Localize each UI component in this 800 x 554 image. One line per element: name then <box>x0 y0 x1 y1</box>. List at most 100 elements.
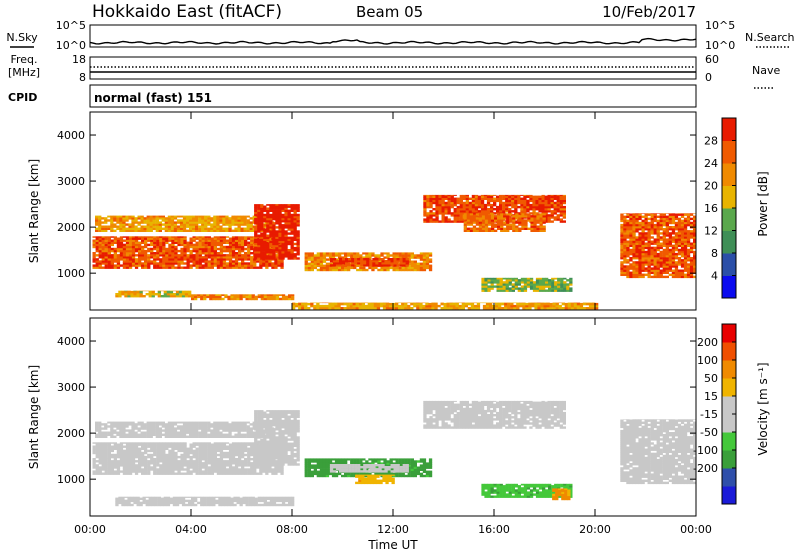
power-cell <box>431 307 435 310</box>
power-cell <box>225 256 230 259</box>
power-cell <box>122 236 127 238</box>
power-cell <box>635 244 639 247</box>
power-cell <box>494 219 498 222</box>
power-cell <box>374 256 378 259</box>
power-cell <box>527 227 531 230</box>
velocity-cell <box>113 460 117 463</box>
power-cell <box>638 240 642 243</box>
power-cell <box>435 199 439 203</box>
power-cell <box>189 243 193 247</box>
power-cell <box>95 254 99 257</box>
nave-tick-bottom: 0 <box>705 71 712 84</box>
power-cell <box>426 220 430 223</box>
power-cell <box>540 302 544 304</box>
power-cell <box>647 271 651 274</box>
power-cell <box>253 264 257 267</box>
power-cell <box>268 260 272 263</box>
power-cell <box>496 199 500 203</box>
power-cell <box>364 302 368 304</box>
velocity-cell <box>213 449 217 453</box>
power-cell <box>401 254 405 257</box>
power-cell <box>287 253 291 256</box>
power-cell <box>629 234 633 237</box>
power-cell <box>491 229 495 232</box>
power-cell <box>265 264 269 267</box>
power-cell <box>254 255 258 258</box>
power-cell <box>378 262 382 265</box>
power-cell <box>521 215 525 218</box>
power-cell <box>343 302 347 306</box>
power-cell <box>644 226 648 229</box>
power-cell <box>274 264 278 267</box>
power-cell <box>665 269 669 272</box>
power-cell <box>159 258 163 261</box>
power-cell <box>623 228 627 231</box>
power-cell <box>511 201 515 205</box>
power-cell <box>477 210 482 213</box>
power-cell <box>161 215 165 218</box>
power-cell <box>478 221 483 224</box>
power-cell <box>241 262 245 265</box>
power-cell <box>257 251 261 254</box>
power-cell <box>180 243 184 247</box>
power-cell <box>213 219 217 222</box>
power-cell <box>281 251 285 254</box>
power-cell <box>686 219 691 223</box>
power-cell <box>453 203 457 207</box>
power-cell <box>183 247 187 251</box>
power-cell <box>542 219 546 222</box>
velocity-cell <box>98 447 102 450</box>
velocity-cell <box>125 451 130 455</box>
power-cell <box>447 218 451 221</box>
power-cell <box>377 256 381 259</box>
power-cell <box>159 264 163 267</box>
power-cell <box>677 250 682 254</box>
power-cell <box>119 223 123 226</box>
power-cell <box>511 285 515 288</box>
power-cell <box>484 215 489 218</box>
power-cell <box>480 195 485 198</box>
power-cell <box>268 262 272 265</box>
power-cell <box>425 254 430 257</box>
power-cell <box>473 307 478 310</box>
power-cell <box>582 302 587 306</box>
power-cell <box>204 236 208 238</box>
power-cell <box>216 223 220 226</box>
velocity-cell <box>131 462 136 465</box>
velocity-cell <box>131 449 136 453</box>
power-cell <box>266 207 270 210</box>
power-cell <box>250 264 254 267</box>
power-cell <box>296 253 300 256</box>
velocity-cell <box>153 466 157 469</box>
power-cell <box>449 302 453 304</box>
power-cell <box>210 249 214 253</box>
power-cell <box>653 213 657 216</box>
power-cell <box>240 229 244 232</box>
power-cell <box>435 212 439 215</box>
power-cell <box>656 275 660 279</box>
power-cell <box>542 279 546 282</box>
beam-label: Beam 05 <box>356 3 423 21</box>
velocity-cell <box>138 443 142 446</box>
power-cell <box>620 240 624 243</box>
power-cell <box>419 302 423 306</box>
power-cell <box>537 302 541 306</box>
power-cell <box>219 245 224 249</box>
power-cell <box>360 260 364 263</box>
power-cell <box>659 232 663 235</box>
power-cell <box>629 238 633 241</box>
velocity-cell <box>128 447 133 450</box>
power-cell <box>531 302 535 306</box>
power-cell <box>278 236 282 239</box>
velocity-cell <box>156 464 160 467</box>
velocity-cell <box>125 462 130 465</box>
power-cell <box>228 217 232 220</box>
power-cell <box>371 254 375 257</box>
power-cell <box>239 295 243 299</box>
velocity-cell <box>162 464 166 467</box>
power-cell <box>438 195 442 198</box>
power-cell <box>292 302 296 304</box>
power-cell <box>674 275 679 279</box>
power-cell <box>319 260 324 263</box>
power-cell <box>225 217 229 220</box>
